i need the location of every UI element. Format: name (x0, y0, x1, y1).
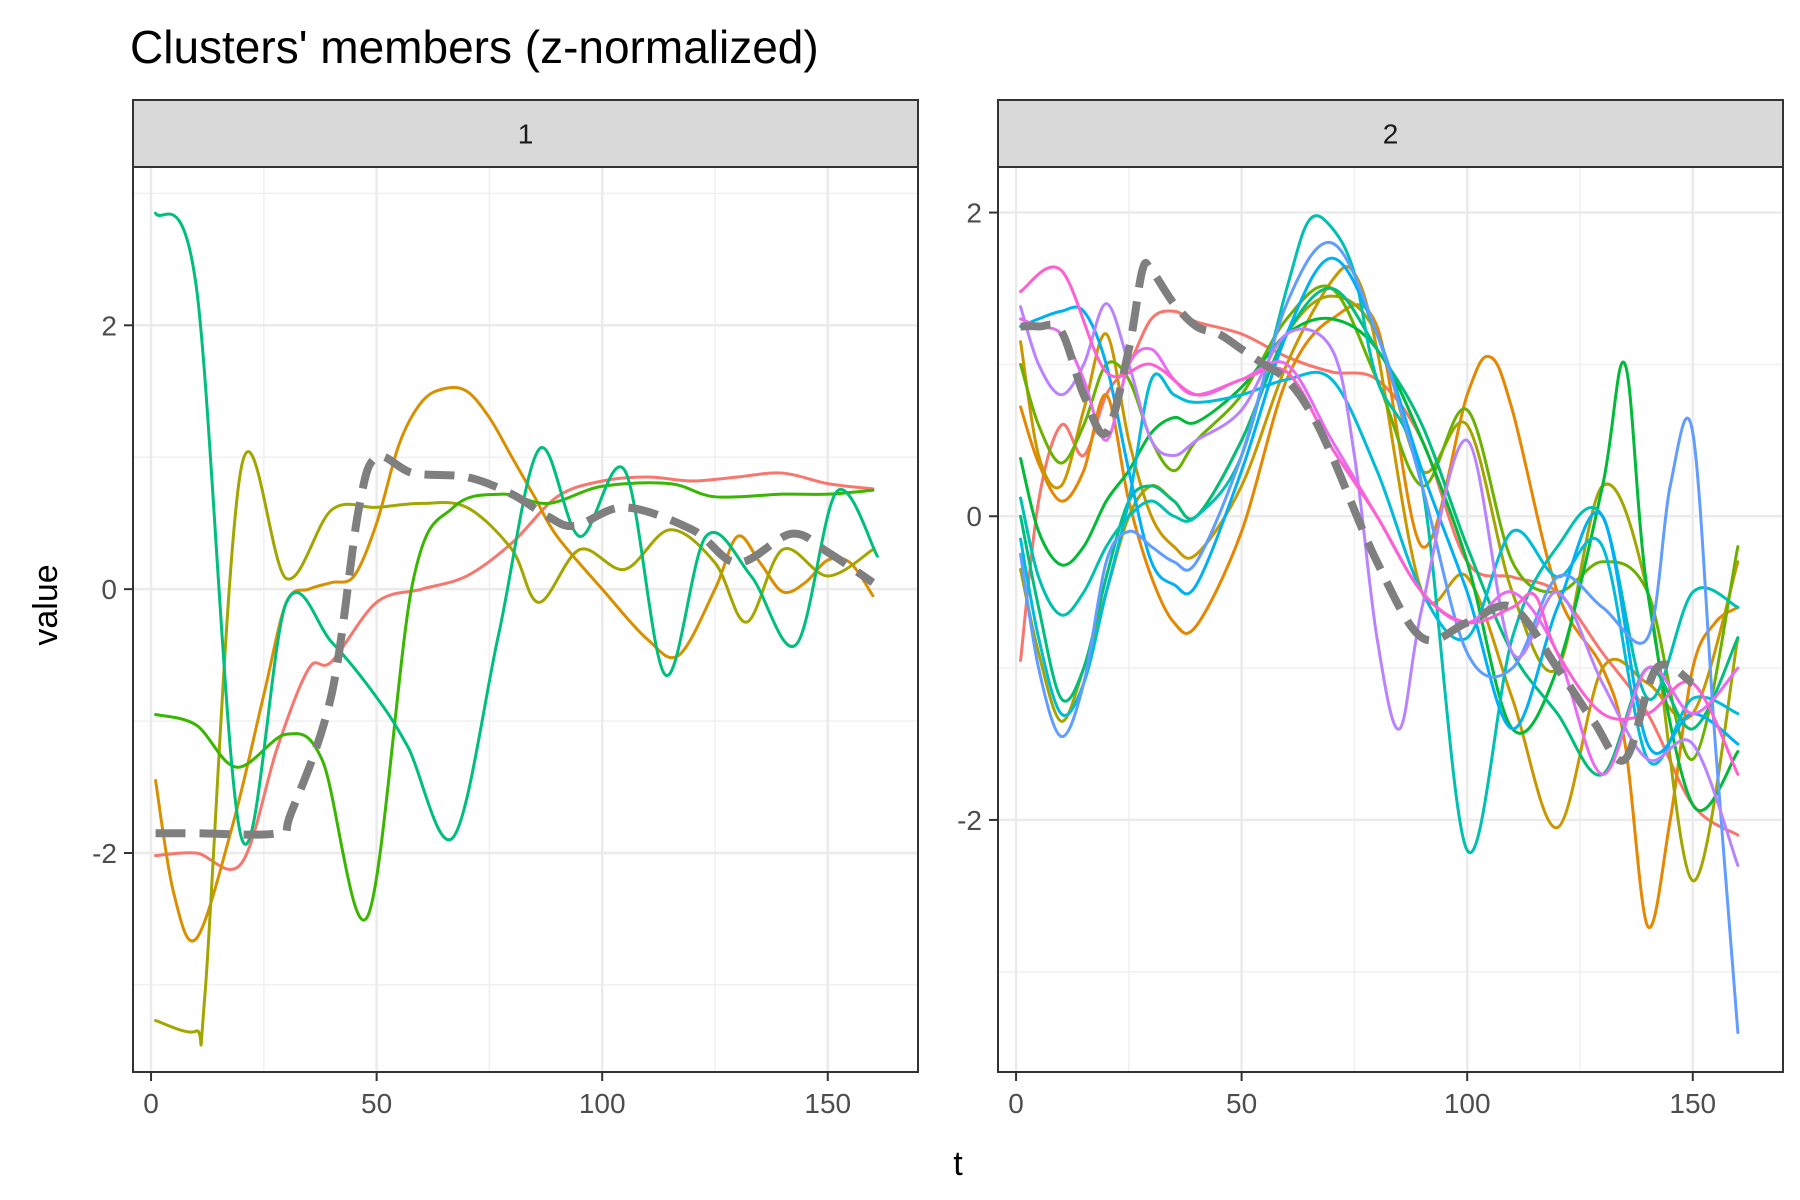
grid-lines (133, 167, 918, 1072)
series-line-4 (154, 481, 875, 922)
series-line-12 (1019, 302, 1740, 867)
y-tick-label: 2 (966, 198, 982, 229)
y-tick-label: -2 (957, 805, 982, 836)
y-tick-label: -2 (92, 838, 117, 869)
y-axis-title: value (27, 564, 65, 645)
x-tick-label: 100 (579, 1088, 626, 1119)
facet-panel-2: 2 0 50 100 150 -2 0 2 (957, 99, 1784, 1119)
facet-strip-label: 1 (518, 119, 534, 150)
series-line-8 (1019, 214, 1740, 855)
series-line-2 (154, 385, 875, 943)
chart-title: Clusters' members (z-normalized) (130, 21, 819, 73)
series-group (154, 211, 879, 1047)
panel-background (133, 167, 918, 1072)
x-axis-title: t (953, 1145, 963, 1183)
series-line-5 (1019, 284, 1740, 761)
centroid-line (1020, 259, 1695, 765)
series-line-6 (1019, 316, 1740, 813)
panel-border (997, 166, 1784, 1073)
x-tick-label: 0 (1008, 1088, 1024, 1119)
centroid-line (155, 452, 876, 839)
x-tick-label: 50 (361, 1088, 392, 1119)
y-tick-label: 0 (101, 574, 117, 605)
series-line-11 (1019, 240, 1740, 1035)
series-line-3 (1019, 265, 1740, 830)
x-tick-label: 0 (143, 1088, 159, 1119)
facet-strip (132, 99, 919, 168)
facet-panel-1: 1 0 50 100 150 -2 0 2 (92, 99, 919, 1119)
series-line-5 (154, 211, 879, 846)
x-tick-label: 100 (1444, 1088, 1491, 1119)
panel-background (998, 167, 1783, 1072)
y-tick-label: 0 (966, 501, 982, 532)
panel-border (132, 166, 919, 1073)
y-tick-label: 2 (101, 310, 117, 341)
facet-strip (997, 99, 1784, 168)
x-tick-label: 150 (1669, 1088, 1716, 1119)
series-line-2 (1019, 303, 1740, 930)
x-tick-label: 150 (804, 1088, 851, 1119)
series-line-14 (1019, 265, 1740, 776)
series-line-9 (1019, 370, 1740, 766)
series-group (1019, 214, 1740, 1035)
facet-strip-label: 2 (1383, 119, 1399, 150)
x-tick-label: 50 (1226, 1088, 1257, 1119)
series-line-1 (154, 471, 875, 871)
